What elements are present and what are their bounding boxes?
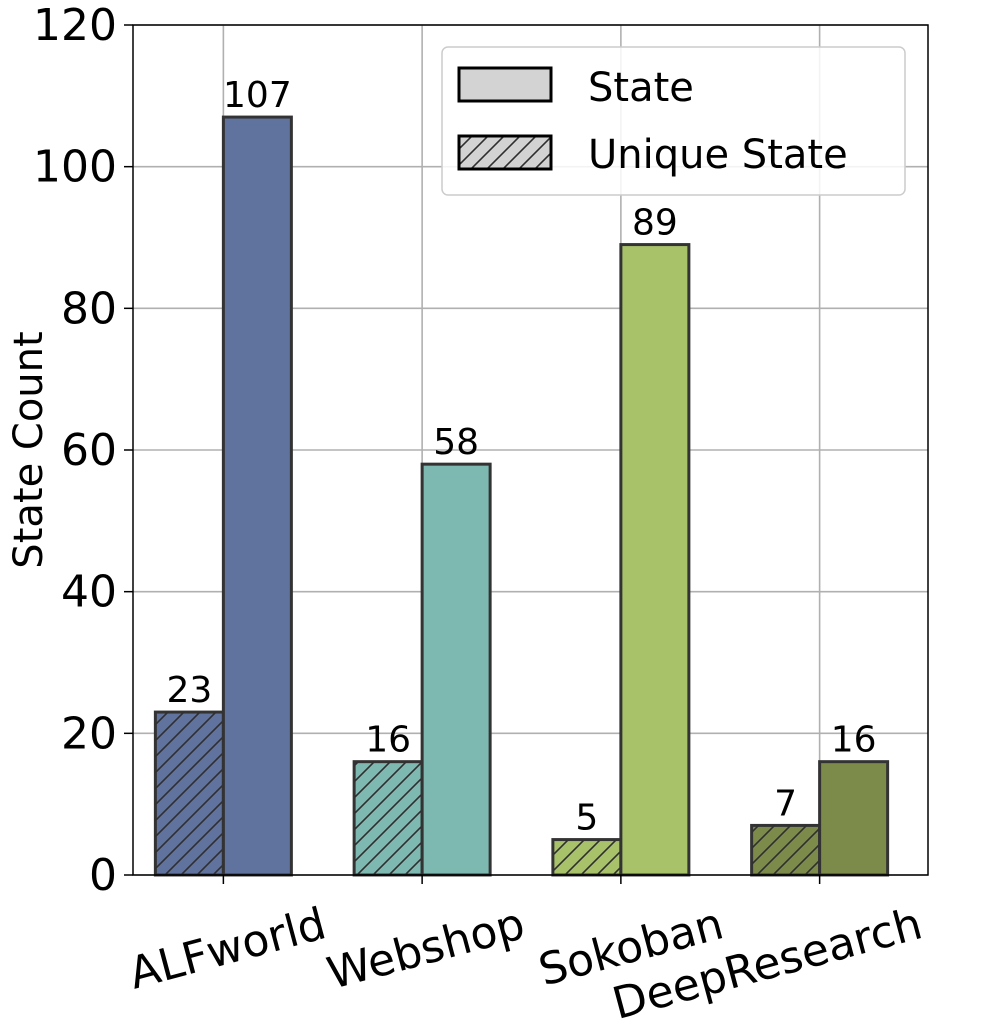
- y-axis-ticks: 0 20 40 60 80 100 120: [33, 0, 133, 901]
- x-tick-label: ALFworld: [124, 898, 331, 999]
- y-tick-label: 120: [33, 0, 117, 51]
- bar-unique-state-hatch: [354, 761, 423, 875]
- data-label-unique-state: 23: [166, 670, 212, 711]
- legend: State Unique State: [441, 46, 906, 196]
- bar-state: [619, 243, 691, 877]
- bar-unique-state-hatch: [751, 825, 820, 875]
- legend-swatch-state: [457, 66, 553, 103]
- legend-label-unique-state: Unique State: [588, 132, 848, 178]
- legend-swatch-unique-state-hatch: [457, 134, 553, 171]
- bars: [153, 115, 890, 877]
- legend-label-state: State: [588, 65, 694, 111]
- y-tick-label: 20: [61, 708, 117, 759]
- data-label-unique-state: 16: [365, 720, 411, 761]
- data-label-state: 16: [831, 720, 877, 761]
- data-label-state: 107: [223, 75, 292, 116]
- data-label-unique-state: 5: [575, 798, 598, 839]
- data-label-unique-state: 7: [774, 783, 797, 824]
- bar-state: [221, 115, 293, 877]
- bar-state: [818, 760, 890, 877]
- y-tick-label: 0: [89, 850, 117, 901]
- y-tick-label: 100: [33, 142, 117, 193]
- data-label-state: 89: [632, 203, 678, 244]
- x-tick-label: Webshop: [322, 898, 530, 999]
- y-tick-label: 60: [61, 425, 117, 476]
- y-axis-label: State Count: [6, 331, 52, 568]
- data-label-state: 58: [433, 422, 479, 463]
- bar-unique-state-hatch: [552, 839, 621, 875]
- legend-box: [441, 46, 906, 196]
- y-tick-label: 40: [61, 567, 117, 618]
- bar-state: [420, 462, 492, 877]
- y-tick-label: 80: [61, 283, 117, 334]
- bar-unique-state-hatch: [155, 712, 224, 875]
- data-labels: 23 107 16 58 5 89 7 16: [166, 75, 877, 839]
